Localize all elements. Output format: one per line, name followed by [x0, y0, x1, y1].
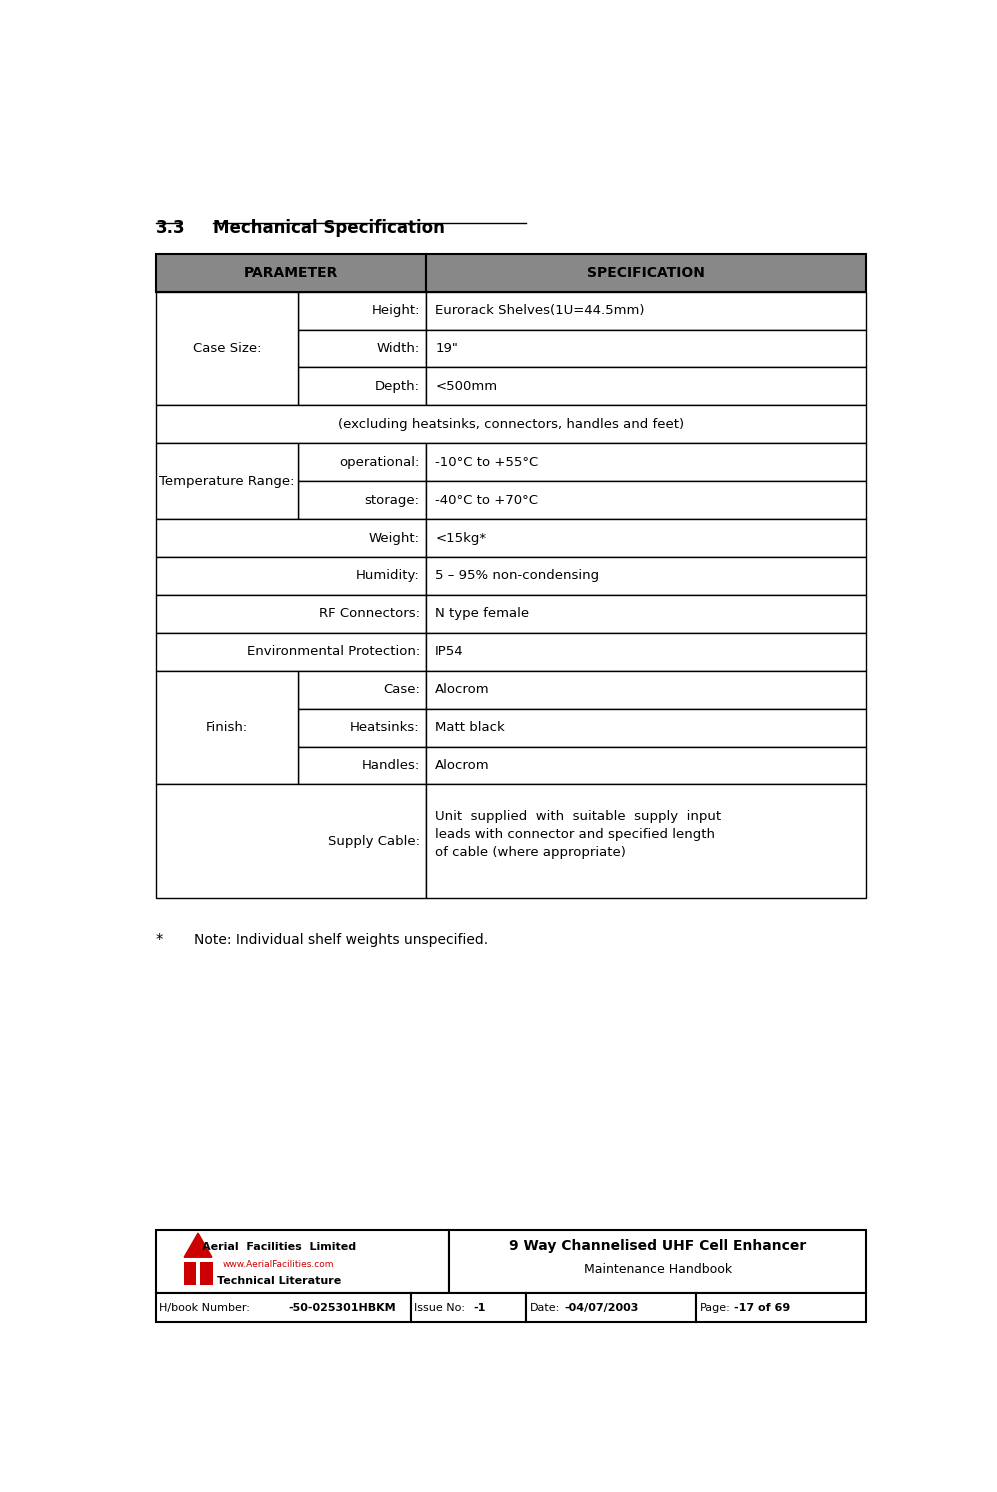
Text: -10°C to +55°C: -10°C to +55°C	[436, 455, 538, 468]
Text: Matt black: Matt black	[436, 721, 505, 734]
Text: Note: Individual shelf weights unspecified.: Note: Individual shelf weights unspecifi…	[194, 932, 489, 947]
Bar	[298, 367, 426, 406]
Text: -1: -1	[474, 1303, 486, 1313]
Bar	[156, 557, 426, 595]
Text: Page:: Page:	[700, 1303, 731, 1313]
Polygon shape	[184, 1232, 212, 1258]
Bar	[426, 367, 866, 406]
Text: 9 Way Channelised UHF Cell Enhancer: 9 Way Channelised UHF Cell Enhancer	[509, 1240, 807, 1253]
Bar	[298, 482, 426, 519]
Bar	[184, 1262, 196, 1285]
Text: storage:: storage:	[365, 494, 420, 507]
Bar	[200, 1262, 212, 1285]
Text: 5 – 95% non-condensing: 5 – 95% non-condensing	[436, 570, 599, 582]
Text: -17 of 69: -17 of 69	[734, 1303, 791, 1313]
Text: -04/07/2003: -04/07/2003	[564, 1303, 639, 1313]
Text: Width:: Width:	[377, 342, 420, 355]
Bar	[298, 443, 426, 482]
Text: Issue No:: Issue No:	[415, 1303, 466, 1313]
Bar	[426, 482, 866, 519]
Text: Height:: Height:	[371, 304, 420, 318]
Text: Weight:: Weight:	[369, 531, 420, 545]
Text: IP54: IP54	[436, 645, 464, 658]
Bar	[156, 1294, 411, 1322]
Text: SPECIFICATION: SPECIFICATION	[587, 266, 705, 279]
Bar	[156, 254, 426, 291]
Bar	[426, 557, 866, 595]
Bar	[426, 330, 866, 367]
Bar	[426, 595, 866, 633]
Bar	[156, 406, 866, 443]
Bar	[298, 671, 426, 709]
Bar	[298, 330, 426, 367]
Bar	[156, 291, 298, 406]
Bar	[426, 671, 866, 709]
Text: Temperature Range:: Temperature Range:	[160, 474, 295, 488]
Bar	[156, 1231, 449, 1294]
Text: Technical Literature: Technical Literature	[216, 1276, 341, 1286]
Bar	[156, 671, 298, 785]
Text: Case:: Case:	[383, 683, 420, 697]
Bar	[426, 254, 866, 291]
Text: Case Size:: Case Size:	[192, 342, 261, 355]
Bar	[526, 1294, 696, 1322]
Text: N type female: N type female	[436, 607, 529, 621]
Bar	[156, 785, 426, 898]
Text: Finish:: Finish:	[205, 721, 248, 734]
Text: RF Connectors:: RF Connectors:	[319, 607, 420, 621]
Bar	[449, 1231, 866, 1294]
Bar	[696, 1294, 866, 1322]
Bar	[411, 1294, 526, 1322]
Text: Alocrom: Alocrom	[436, 683, 490, 697]
Text: www.AerialFacilities.com: www.AerialFacilities.com	[223, 1261, 335, 1270]
Text: Eurorack Shelves(1U=44.5mm): Eurorack Shelves(1U=44.5mm)	[436, 304, 645, 318]
Text: -50-025301HBKM: -50-025301HBKM	[288, 1303, 396, 1313]
Text: Unit  supplied  with  suitable  supply  input
leads with connector and specified: Unit supplied with suitable supply input…	[436, 810, 722, 858]
Bar	[298, 709, 426, 746]
Text: 3.3: 3.3	[156, 219, 185, 237]
Text: Date:: Date:	[530, 1303, 560, 1313]
Text: Mechanical Specification: Mechanical Specification	[213, 219, 446, 237]
Text: Handles:: Handles:	[362, 759, 420, 771]
Text: -40°C to +70°C: -40°C to +70°C	[436, 494, 538, 507]
Text: Alocrom: Alocrom	[436, 759, 490, 771]
Bar	[426, 291, 866, 330]
Text: operational:: operational:	[339, 455, 420, 468]
Bar	[156, 633, 426, 671]
Bar	[298, 291, 426, 330]
Bar	[426, 785, 866, 898]
Bar	[156, 443, 298, 519]
Text: 19": 19"	[436, 342, 458, 355]
Text: Humidity:: Humidity:	[356, 570, 420, 582]
Text: Heatsinks:: Heatsinks:	[350, 721, 420, 734]
Text: PARAMETER: PARAMETER	[243, 266, 338, 279]
Text: (excluding heatsinks, connectors, handles and feet): (excluding heatsinks, connectors, handle…	[338, 418, 684, 431]
Bar	[426, 746, 866, 785]
Bar	[156, 519, 426, 557]
Bar	[426, 709, 866, 746]
Text: *: *	[156, 932, 163, 947]
Bar	[426, 633, 866, 671]
Bar	[426, 519, 866, 557]
Text: Depth:: Depth:	[375, 380, 420, 392]
Text: <500mm: <500mm	[436, 380, 498, 392]
Bar	[426, 443, 866, 482]
Text: <15kg*: <15kg*	[436, 531, 487, 545]
Text: Maintenance Handbook: Maintenance Handbook	[583, 1262, 732, 1276]
Bar	[298, 746, 426, 785]
Bar	[156, 595, 426, 633]
Text: Environmental Protection:: Environmental Protection:	[246, 645, 420, 658]
Text: Supply Cable:: Supply Cable:	[328, 836, 420, 847]
Text: Aerial  Facilities  Limited: Aerial Facilities Limited	[201, 1241, 356, 1252]
Text: H/book Number:: H/book Number:	[160, 1303, 250, 1313]
